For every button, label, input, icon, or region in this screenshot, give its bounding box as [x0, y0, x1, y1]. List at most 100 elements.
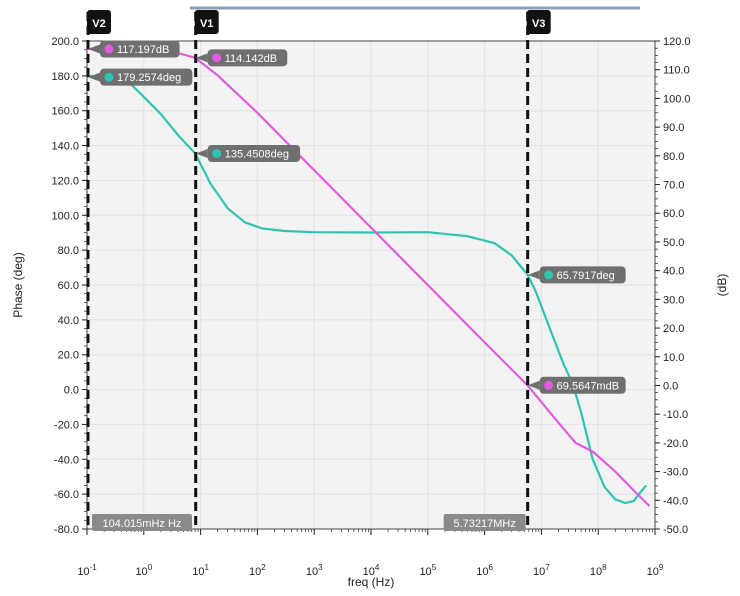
axes: 200.0180.0160.0140.0120.0100.080.060.040…	[51, 36, 690, 578]
x-tick-base: 10	[590, 566, 602, 578]
annotation-group: 117.197dB 179.2574deg 114.142dB 135.4508deg…	[87, 40, 626, 394]
annotation-box	[539, 376, 626, 394]
y-right-tick-label: -40.0	[663, 495, 688, 507]
x-tick-base: 10	[135, 566, 147, 578]
y-right-tick-label: -30.0	[663, 467, 688, 479]
x-axis-label: freq (Hz)	[348, 575, 395, 589]
x-tick-exponent: 8	[602, 563, 607, 572]
annotation-dot	[104, 44, 114, 54]
annotation-label: 179.2574deg	[117, 72, 181, 84]
x-tick-exponent: 4	[375, 563, 380, 572]
y-right-tick-label: 60.0	[663, 208, 684, 220]
y-right-tick-label: 100.0	[663, 93, 691, 105]
x-tick-base: 10	[476, 566, 488, 578]
x-tick-base: 10	[533, 566, 545, 578]
y-right-tick-label: -50.0	[663, 524, 688, 536]
y-left-tick-label: 120.0	[51, 175, 79, 187]
annotation-pointer	[87, 72, 100, 82]
marker-readout-box	[91, 514, 192, 531]
y-right-tick-label: 90.0	[663, 122, 684, 134]
x-tick-base: 10	[192, 566, 204, 578]
x-tick-label: 105	[419, 563, 436, 578]
y-left-tick-label: 160.0	[51, 106, 79, 118]
magnitude-curve	[86, 47, 651, 507]
annotation-box	[207, 145, 301, 163]
x-tick-label: 100	[135, 563, 152, 578]
y-left-tick-label: 180.0	[51, 71, 79, 83]
marker-tag-label: V1	[200, 18, 213, 30]
annotation-dot	[544, 270, 554, 280]
annotation-label: 69.5647mdB	[557, 380, 619, 392]
y-axis-left-label: Phase (deg)	[11, 252, 25, 317]
annotation-label: 114.142dB	[225, 53, 277, 65]
x-tick-base: 10	[419, 566, 431, 578]
y-left-tick-label: -20.0	[54, 419, 79, 431]
annotation-dot	[212, 149, 222, 159]
marker-tag-label: V2	[92, 18, 105, 30]
y-left-tick-label: 60.0	[58, 280, 79, 292]
annotation-box	[539, 266, 626, 284]
marker-readout-label: 5.73217MHz	[453, 518, 515, 530]
x-tick-label: 102	[249, 563, 266, 578]
annotation-box	[207, 49, 288, 67]
x-tick-exponent: 6	[488, 563, 493, 572]
x-tick-base: 10	[77, 566, 89, 578]
marker-tag-v3	[526, 10, 551, 34]
x-tick-base: 10	[306, 566, 318, 578]
y-axis-right-label: (dB)	[715, 274, 729, 297]
x-tick-label: 101	[192, 563, 209, 578]
x-tick-exponent: 0	[148, 563, 153, 572]
x-tick-base: 10	[363, 566, 375, 578]
x-tick-base: 10	[249, 566, 261, 578]
annotation-label: 117.197dB	[117, 44, 169, 56]
y-left-tick-label: 20.0	[58, 350, 79, 362]
x-tick-exponent: 1	[204, 563, 209, 572]
y-right-tick-label: 30.0	[663, 294, 684, 306]
y-right-tick-label: 40.0	[663, 266, 684, 278]
y-left-tick-label: -40.0	[54, 454, 79, 466]
y-right-tick-label: -10.0	[663, 409, 688, 421]
annotation-dot	[104, 72, 114, 82]
annotation-pointer	[87, 44, 100, 54]
marker-tag-v2	[86, 10, 111, 34]
x-tick-label: 107	[533, 563, 550, 578]
y-right-tick-label: 110.0	[663, 65, 690, 77]
annotation-label: 135.4508deg	[225, 149, 289, 161]
y-right-tick-label: 80.0	[663, 151, 684, 163]
x-tick-label: 106	[476, 563, 493, 578]
annotation-pointer	[195, 53, 208, 63]
y-right-tick-label: 0.0	[663, 380, 678, 392]
marker-tag-label: V3	[532, 18, 545, 30]
annotation-box	[99, 68, 193, 86]
x-tick-exponent: 3	[318, 563, 323, 572]
annotation-pointer	[527, 380, 540, 390]
x-tick-exponent: 2	[261, 563, 266, 572]
x-tick-exponent: 7	[545, 563, 550, 572]
y-left-tick-label: 80.0	[58, 245, 79, 257]
y-left-tick-label: -80.0	[54, 524, 79, 536]
y-left-tick-label: 100.0	[51, 210, 79, 222]
annotation-pointer	[527, 270, 540, 280]
phase-curve	[86, 74, 648, 504]
x-tick-base: 10	[647, 566, 659, 578]
x-tick-label: 104	[363, 563, 380, 578]
marker-readout-box	[443, 514, 526, 531]
y-left-tick-label: 40.0	[58, 315, 79, 327]
y-left-tick-label: -60.0	[54, 489, 79, 501]
x-tick-label: 10-1	[77, 563, 97, 578]
annotation-dot	[212, 53, 222, 63]
y-right-tick-label: 50.0	[663, 237, 684, 249]
y-left-tick-label: 140.0	[51, 141, 79, 153]
y-right-tick-label: 20.0	[663, 323, 684, 335]
annotation-label: 65.7917deg	[557, 270, 615, 282]
series-group	[86, 47, 651, 507]
x-tick-exponent: -1	[90, 563, 98, 572]
x-tick-label: 103	[306, 563, 323, 578]
marker-tag-v1	[194, 10, 219, 34]
marker-group: V2 104.015mHz Hz V1 V3 5.73217MHz	[86, 10, 551, 531]
y-right-tick-label: -20.0	[663, 438, 688, 450]
marker-readout-label: 104.015mHz Hz	[103, 518, 182, 530]
annotation-box	[99, 40, 180, 58]
y-right-tick-label: 70.0	[663, 180, 684, 192]
